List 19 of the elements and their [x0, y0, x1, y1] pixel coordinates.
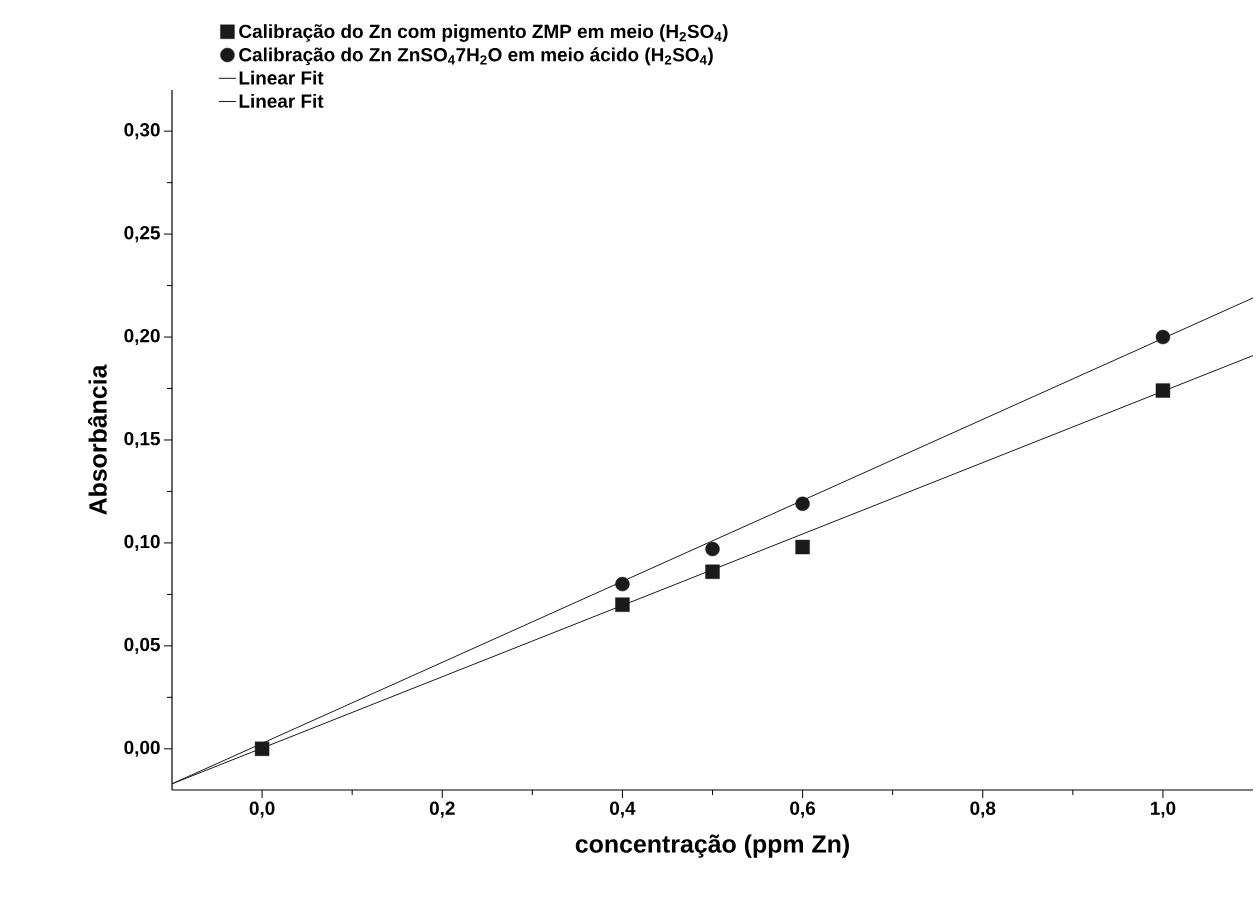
legend-label: Linear Fit [239, 70, 324, 85]
x-tick-label: 1,0 [1150, 801, 1176, 818]
y-tick-label: 0,10 [124, 534, 160, 551]
y-tick-label: 0,25 [124, 226, 160, 243]
y-tick-label: 0,15 [124, 431, 160, 449]
legend-label: Linear Fit [239, 93, 324, 108]
y-tick-label: 0,05 [124, 637, 160, 654]
x-axis-title: concentração (ppm Zn) [575, 834, 849, 858]
x-tick-label: 0,4 [610, 801, 636, 818]
text: Calibração do Zn ZnSO$_{4}$7H$_{2}$O em meio ácido (H$_{2}$SO$_{4}$) [239, 47, 713, 66]
y-tick-label: 0,20 [124, 328, 160, 346]
x-tick-label: 0,8 [970, 801, 996, 818]
x-tick-label: 0,0 [249, 801, 275, 818]
y-tick-label: 0,00 [124, 740, 160, 757]
y-axis-title: Absorbância [87, 364, 107, 515]
y-tick-label: 0,30 [124, 123, 160, 140]
x-tick-label: 0,6 [790, 801, 816, 818]
x-tick-label: 0,2 [429, 801, 455, 818]
legend-label: Calibração do Zn com pigmento ZMP em meio (H$_{2}$SO$_{4}$) [239, 24, 728, 42]
